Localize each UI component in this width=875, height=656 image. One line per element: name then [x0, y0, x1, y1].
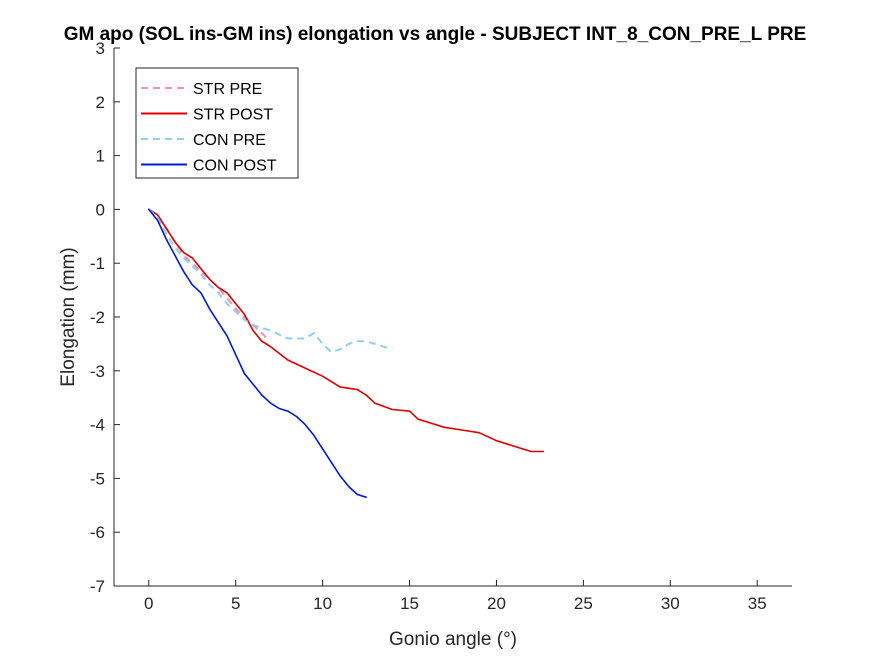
series-line-con-pre — [148, 208, 393, 353]
y-tick-label: 1 — [96, 147, 105, 166]
y-axis-label: Elongation (mm) — [58, 247, 79, 386]
series-line-con-post — [148, 208, 367, 499]
legend-box — [135, 67, 299, 179]
x-axis-label: Gonio angle (°) — [389, 629, 517, 650]
legend-label-con-pre: CON PRE — [193, 132, 266, 149]
series-line-str-post — [148, 208, 545, 453]
legend-label-str-pre: STR PRE — [193, 81, 262, 98]
series-layer — [148, 208, 545, 499]
y-tick-label: -4 — [90, 416, 105, 435]
x-tick-label: 10 — [313, 594, 332, 613]
x-tick-label: 25 — [574, 594, 593, 613]
y-tick-label: 0 — [96, 200, 105, 219]
x-tick-label: 5 — [231, 594, 240, 613]
x-tick-label: 35 — [748, 594, 767, 613]
y-tick-label: -7 — [90, 577, 105, 596]
y-tick-label: 3 — [96, 39, 105, 58]
x-tick-label: 15 — [400, 594, 419, 613]
x-tick-label: 0 — [144, 594, 153, 613]
y-tick-label: -5 — [90, 469, 105, 488]
x-tick-label: 30 — [661, 594, 680, 613]
legend-label-str-post: STR POST — [193, 107, 273, 124]
axes-layer: 0 5 10 15 20 25 30 35 -7 -6 -5 -4 -3 -2 -1 0 1 2 3 — [90, 39, 792, 613]
x-tick-label: 20 — [487, 594, 506, 613]
chart-title: GM apo (SOL ins-GM ins) elongation vs an… — [64, 24, 807, 45]
y-tick-label: -3 — [90, 362, 105, 381]
y-tick-label: 2 — [96, 93, 105, 112]
y-tick-label: -2 — [90, 308, 105, 327]
y-tick-label: -1 — [90, 254, 105, 273]
y-tick-label: -6 — [90, 523, 105, 542]
legend-label-con-post: CON POST — [193, 158, 277, 175]
legend: STR PRE STR POST CON PRE CON POST — [135, 67, 299, 179]
